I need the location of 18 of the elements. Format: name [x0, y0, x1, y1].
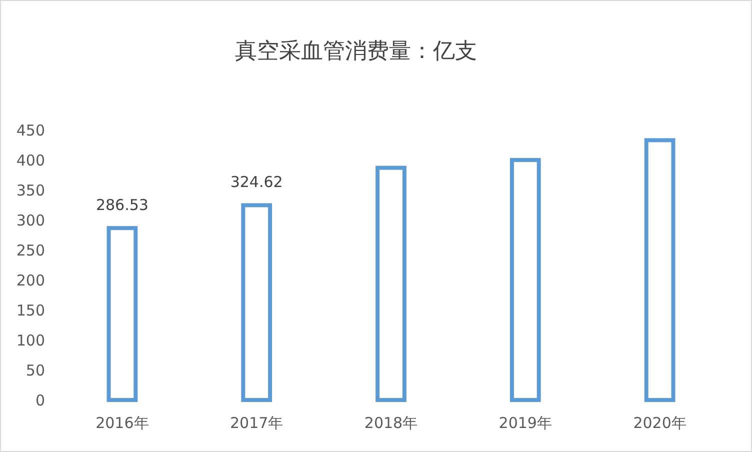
x-tick-label: 2020年 [633, 414, 686, 432]
data-label: 324.62 [230, 173, 283, 192]
y-tick-label: 450 [16, 121, 45, 140]
data-label: 286.53 [96, 196, 148, 214]
y-tick-label: 300 [16, 211, 45, 230]
y-tick-label: 400 [16, 151, 45, 170]
y-tick-label: 100 [16, 331, 45, 350]
x-tick-label: 2016年 [96, 414, 149, 432]
y-tick-label: 50 [26, 361, 45, 380]
y-tick-label: 200 [16, 271, 45, 290]
x-tick-label: 2017年 [230, 414, 284, 432]
x-tick-label: 2018年 [364, 414, 418, 432]
chart-title: 真空采血管消费量：亿支 [235, 39, 477, 64]
y-tick-label: 0 [35, 391, 45, 410]
x-tick-label: 2019年 [498, 414, 552, 432]
y-tick-label: 350 [16, 181, 45, 200]
y-tick-label: 250 [16, 241, 45, 260]
y-tick-label: 150 [16, 301, 45, 320]
